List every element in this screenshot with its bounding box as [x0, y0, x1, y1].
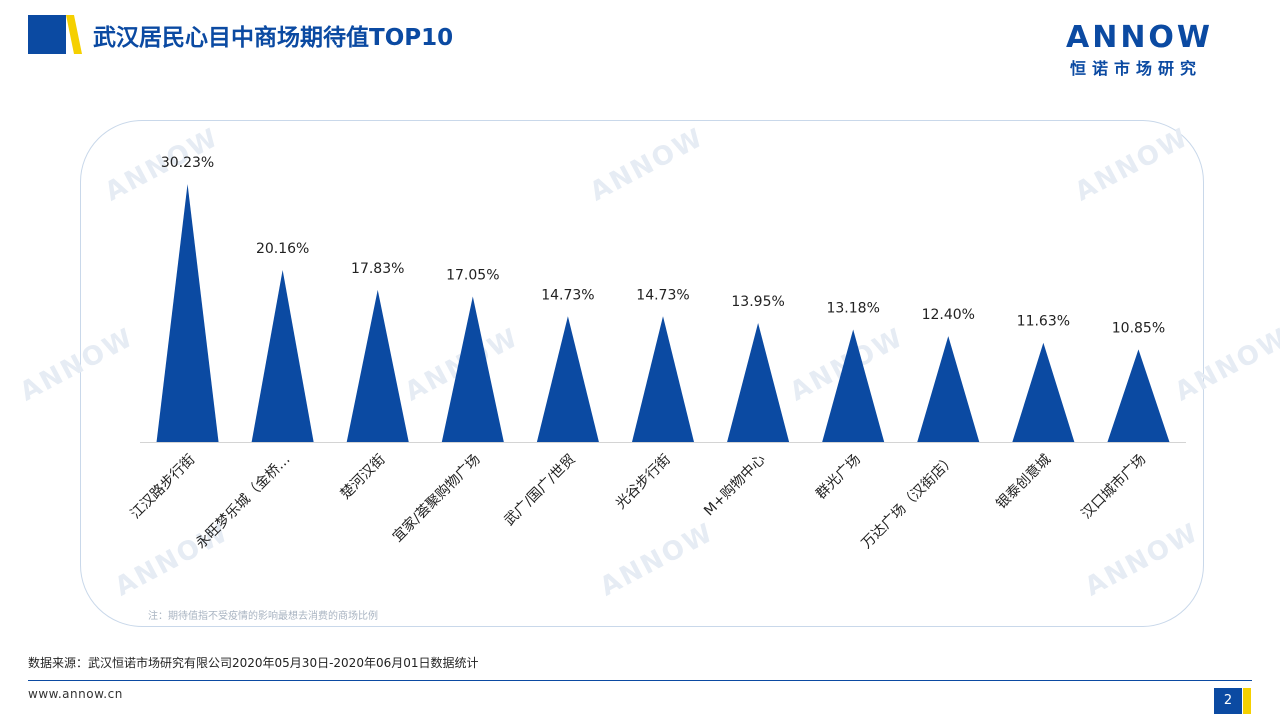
category-label: 武广/国广/世贸	[501, 452, 578, 529]
data-label: 14.73%	[636, 287, 689, 303]
category-label: 光谷步行街	[613, 452, 674, 513]
data-source: 数据来源：武汉恒诺市场研究有限公司2020年05月30日-2020年06月01日…	[28, 656, 479, 670]
bar-triangle	[156, 184, 219, 442]
bar-triangle	[536, 316, 599, 442]
data-label: 17.83%	[351, 261, 404, 277]
data-label: 10.85%	[1112, 320, 1165, 336]
title-accent-mark	[28, 15, 82, 54]
data-label: 13.95%	[731, 294, 784, 310]
data-label: 11.63%	[1017, 314, 1070, 330]
category-label: 楚河汉街	[338, 452, 389, 503]
logo-wordmark: ANNOW	[1066, 20, 1214, 55]
bar-triangle	[822, 329, 885, 442]
category-label: 永旺梦乐城（金桥…	[193, 452, 293, 552]
chart-footnote: 注：期待值指不受疫情的影响最想去消费的商场比例	[148, 611, 378, 622]
bar-triangle	[1107, 349, 1170, 442]
bar-triangle	[441, 296, 504, 442]
page-number-accent	[1243, 688, 1251, 714]
data-label: 14.73%	[541, 287, 594, 303]
category-label: 银泰创意城	[993, 451, 1055, 513]
footer-divider	[28, 680, 1252, 681]
bar-triangle	[346, 289, 409, 442]
bar-triangle	[251, 269, 314, 442]
bar-triangle	[917, 336, 980, 442]
category-label: 汉口城市广场	[1078, 451, 1149, 522]
bar-triangle	[1012, 342, 1075, 442]
data-label: 13.18%	[826, 301, 879, 317]
page-number: 2	[1214, 688, 1242, 714]
bar-triangle	[727, 322, 790, 442]
data-label: 30.23%	[161, 155, 214, 171]
category-label: 万达广场（汉街店）	[859, 452, 959, 552]
logo-chinese-name: 恒诺市场研究	[1070, 59, 1203, 78]
category-label: 江汉路步行街	[128, 452, 199, 523]
website-url: www.annow.cn	[28, 687, 123, 701]
bar-triangle	[632, 316, 694, 442]
category-label: 宜家/荟聚购物广场	[389, 451, 484, 546]
data-label: 20.16%	[256, 241, 309, 257]
page-title: 武汉居民心目中商场期待值TOP10	[93, 25, 454, 51]
category-label: M+购物中心	[701, 452, 769, 520]
data-label: 12.40%	[922, 307, 975, 323]
category-label: 群光广场	[813, 452, 864, 503]
data-label: 17.05%	[446, 267, 499, 283]
annow-logo: ANNOW 恒诺市场研究	[1066, 20, 1238, 78]
